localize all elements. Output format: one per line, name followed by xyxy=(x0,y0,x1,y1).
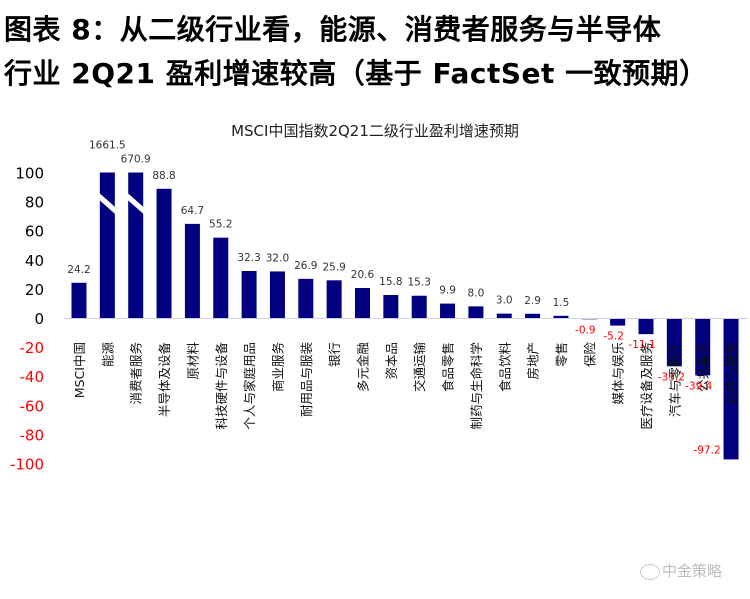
x-tick-label: 交通运输 xyxy=(412,342,427,393)
y-tick-label: -100 xyxy=(10,456,44,474)
y-tick-label: 0 xyxy=(34,310,44,328)
bar xyxy=(184,223,200,318)
chart-title: MSCI中国指数2Q21二级行业盈利增速预期 xyxy=(231,122,519,140)
y-tick-label: -40 xyxy=(20,368,45,386)
bar xyxy=(411,295,427,318)
data-label: 15.3 xyxy=(408,277,431,289)
x-tick-label: 汽车与零部件 xyxy=(667,342,682,417)
bar xyxy=(213,237,229,318)
data-label: 20.6 xyxy=(351,269,375,281)
y-tick-label: -60 xyxy=(20,397,45,415)
x-tick-label: MSCI中国 xyxy=(72,342,87,398)
figure-heading-line-2: 行业 2Q21 盈利增速较高（基于 FactSet 一致预期） xyxy=(4,57,708,90)
watermark-text: 中金策略 xyxy=(662,562,723,580)
x-tick-label: 食品零售 xyxy=(441,342,456,392)
x-tick-label: 半导体及设备 xyxy=(157,342,172,418)
data-label: -33.2 xyxy=(658,371,685,383)
data-label: 88.8 xyxy=(152,170,175,182)
data-label: -0.9 xyxy=(575,324,596,336)
data-label: 32.3 xyxy=(237,252,260,264)
data-label: 9.9 xyxy=(439,285,456,297)
data-label: -5.2 xyxy=(603,331,624,343)
data-label: -11.1 xyxy=(628,339,655,351)
data-label: 55.2 xyxy=(209,219,232,231)
bar xyxy=(638,318,654,335)
x-tick-label: 零售 xyxy=(554,342,569,367)
bar-chart: MSCI中国指数2Q21二级行业盈利增速预期 100 80 60 40 20 0 -20 -4… xyxy=(10,122,748,474)
data-label: 8.0 xyxy=(468,287,485,299)
x-tick-label: 媒体与娱乐 xyxy=(611,342,626,405)
y-tick-label: 40 xyxy=(25,252,44,270)
watermark: 中金策略 xyxy=(640,560,722,581)
bar xyxy=(71,282,87,318)
data-label: 24.2 xyxy=(67,264,90,276)
bar xyxy=(383,295,399,318)
y-tick-label: 20 xyxy=(25,281,44,299)
bar xyxy=(156,188,172,318)
x-tick-label: 保险 xyxy=(582,342,597,368)
data-label: 1.5 xyxy=(553,297,570,309)
x-tick-label: 科技硬件与设备 xyxy=(214,342,229,430)
x-tick-label: 资本品 xyxy=(384,342,399,380)
data-label: 32.0 xyxy=(266,252,289,264)
axis-break-mark xyxy=(127,192,145,215)
data-labels: 24.2 1661.5 670.988.8 64.7 55.2 32.3 32.0 26.9 2… xyxy=(67,140,720,457)
bars xyxy=(71,172,739,460)
x-tick-label: 个人与家庭用品 xyxy=(242,342,257,430)
x-tick-label: 制药与生命科学 xyxy=(469,342,484,430)
data-label: 64.7 xyxy=(181,205,204,217)
data-label: 25.9 xyxy=(322,261,345,273)
data-label: 26.9 xyxy=(294,260,317,272)
x-tick-label: 多元金融 xyxy=(356,342,371,393)
data-label: 2.9 xyxy=(524,295,541,307)
x-tick-label: 医疗设备及服务 xyxy=(639,342,654,430)
x-tick-label: 能源 xyxy=(100,342,115,368)
y-tick-label: -80 xyxy=(20,426,45,444)
figure-heading: 图表 8：从二级行业看，能源、消费者服务与半导体 行业 2Q21 盈利增速较高（… xyxy=(4,8,750,96)
x-tick-label: 软件与服务 xyxy=(724,342,739,405)
data-label: 3.0 xyxy=(496,295,513,307)
bar xyxy=(99,172,115,318)
y-tick-label: 60 xyxy=(25,223,44,241)
bar xyxy=(298,278,314,318)
x-tick-label: 银行 xyxy=(327,342,342,367)
x-tick-label: 消费者服务 xyxy=(129,342,144,405)
x-tick-label: 房地产 xyxy=(526,342,541,380)
y-tick-label: 80 xyxy=(25,194,44,212)
data-label: -97.2 xyxy=(693,444,720,456)
axis-break-mark xyxy=(98,192,116,215)
x-axis-labels: MSCI中国 能源 消费者服务 半导体及设备 原材料 科技硬件与设备 个人与家庭用品 商业服务… xyxy=(72,342,739,430)
x-tick-label: 食品饮料 xyxy=(497,342,512,393)
bar xyxy=(525,313,541,318)
bar xyxy=(128,172,144,318)
y-axis: 100 80 60 40 20 0 -20 -40 -60 -80 -100 xyxy=(10,165,44,474)
bar xyxy=(241,271,257,318)
x-tick-label: 商业服务 xyxy=(270,342,285,392)
bar xyxy=(723,318,739,460)
bar xyxy=(326,280,342,318)
bar xyxy=(496,313,512,318)
bar xyxy=(440,303,456,318)
data-label: -39.4 xyxy=(685,380,712,392)
data-label: 1661.5 xyxy=(89,140,126,152)
y-tick-label: 100 xyxy=(15,165,44,183)
data-label: 670.9 xyxy=(121,154,151,166)
x-tick-label: 原材料 xyxy=(185,342,200,380)
bar xyxy=(468,306,484,318)
bar xyxy=(666,318,682,367)
bar xyxy=(610,318,626,326)
x-tick-label: 耐用品与服装 xyxy=(299,342,314,417)
x-tick-label: 公共事业 xyxy=(696,342,711,392)
figure-heading-line-1: 图表 8：从二级行业看，能源、消费者服务与半导体 xyxy=(4,13,662,46)
bar xyxy=(355,288,370,318)
wechat-icon xyxy=(640,563,660,580)
data-label: 15.8 xyxy=(379,276,402,288)
y-tick-label: -20 xyxy=(20,339,45,357)
bar xyxy=(695,318,711,376)
bar xyxy=(269,271,285,318)
bar xyxy=(553,315,569,318)
